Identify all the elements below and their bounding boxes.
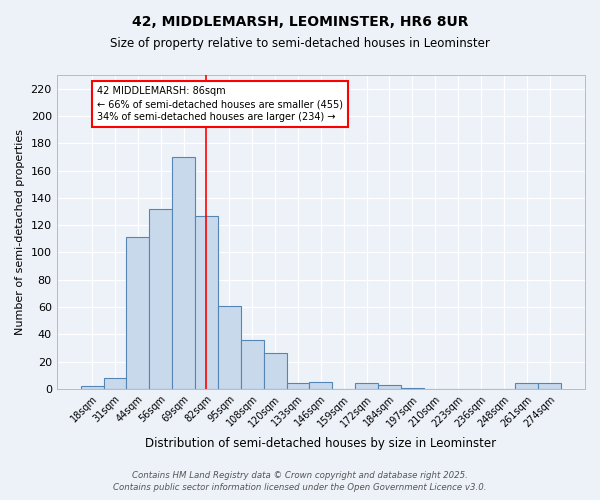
Bar (80, 386, 104, 389)
Bar (515, 384, 538, 389)
Bar (287, 384, 310, 389)
Bar (241, 340, 263, 389)
Bar (355, 384, 378, 389)
Bar (195, 216, 218, 389)
Bar (401, 388, 424, 389)
Bar (263, 354, 287, 389)
Text: 42, MIDDLEMARSH, LEOMINSTER, HR6 8UR: 42, MIDDLEMARSH, LEOMINSTER, HR6 8UR (132, 15, 468, 29)
Bar (172, 157, 195, 389)
Bar (218, 306, 241, 389)
Y-axis label: Number of semi-detached properties: Number of semi-detached properties (15, 129, 25, 335)
Bar (538, 384, 561, 389)
Bar (310, 382, 332, 389)
X-axis label: Distribution of semi-detached houses by size in Leominster: Distribution of semi-detached houses by … (145, 437, 496, 450)
Bar (104, 378, 127, 389)
Bar (378, 385, 401, 389)
Bar (127, 238, 149, 389)
Text: Size of property relative to semi-detached houses in Leominster: Size of property relative to semi-detach… (110, 38, 490, 51)
Bar (149, 208, 172, 389)
Text: Contains HM Land Registry data © Crown copyright and database right 2025.
Contai: Contains HM Land Registry data © Crown c… (113, 471, 487, 492)
Text: 42 MIDDLEMARSH: 86sqm
← 66% of semi-detached houses are smaller (455)
34% of sem: 42 MIDDLEMARSH: 86sqm ← 66% of semi-deta… (97, 86, 343, 122)
